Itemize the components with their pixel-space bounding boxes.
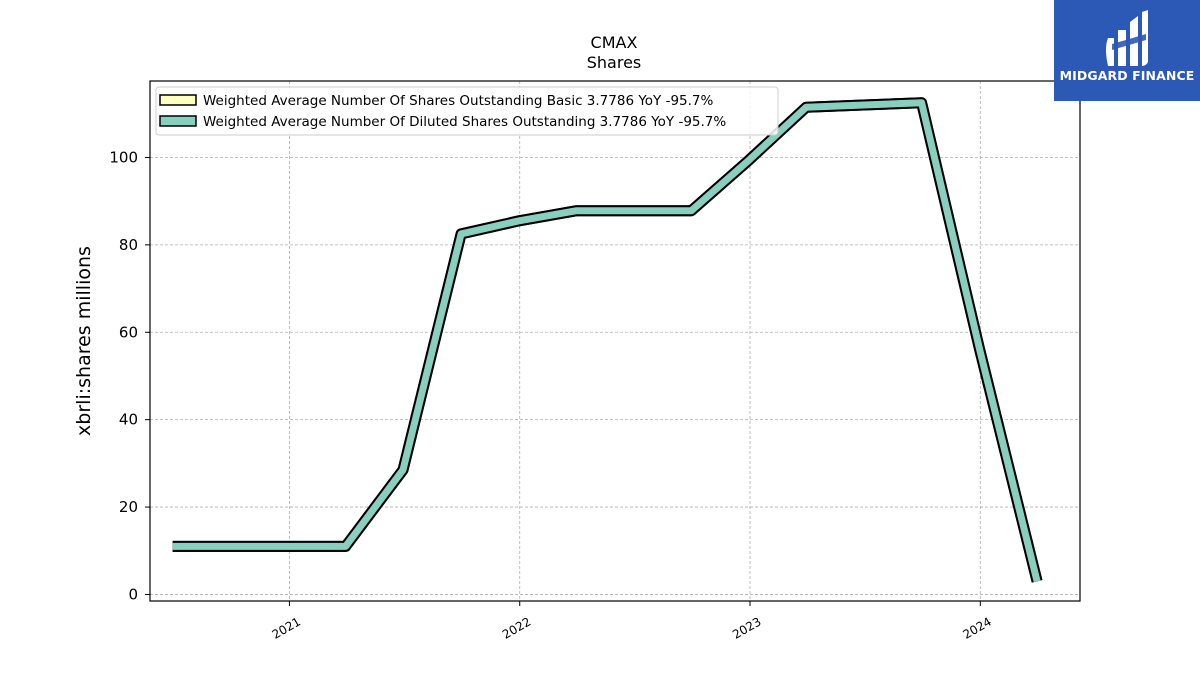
- midgard-finance-logo: MIDGARD FINANCE: [1054, 0, 1200, 101]
- series-line-diluted: [172, 99, 1041, 583]
- logo-mark-icon: [1106, 10, 1148, 66]
- logo-text: MIDGARD FINANCE: [1059, 68, 1195, 83]
- legend-label: Weighted Average Number Of Diluted Share…: [203, 114, 726, 130]
- series-outline-0: [172, 97, 1043, 583]
- x-tick-label: 2022: [500, 614, 533, 641]
- legend-swatch: [159, 94, 197, 106]
- chart-subtitle: Shares: [587, 53, 642, 72]
- legend-label: Weighted Average Number Of Shares Outsta…: [203, 93, 714, 109]
- y-tick-label: 60: [119, 323, 138, 341]
- series-outline-1: [172, 97, 1043, 583]
- y-tick-label: 80: [119, 236, 138, 254]
- x-tick-label: 2023: [730, 614, 763, 641]
- y-axis-label: xbrli:shares millions: [73, 246, 95, 436]
- x-tick-label: 2024: [960, 614, 993, 641]
- y-tick-label: 0: [128, 585, 138, 603]
- x-tick-label: 2021: [270, 614, 303, 641]
- legend-swatch: [159, 115, 197, 127]
- y-tick-label: 20: [119, 498, 138, 516]
- plot-frame: [149, 80, 1081, 602]
- y-tick-label: 100: [109, 148, 138, 166]
- chart-title: CMAX: [591, 33, 638, 52]
- legend-box: [155, 86, 779, 136]
- y-tick-label: 40: [119, 411, 138, 429]
